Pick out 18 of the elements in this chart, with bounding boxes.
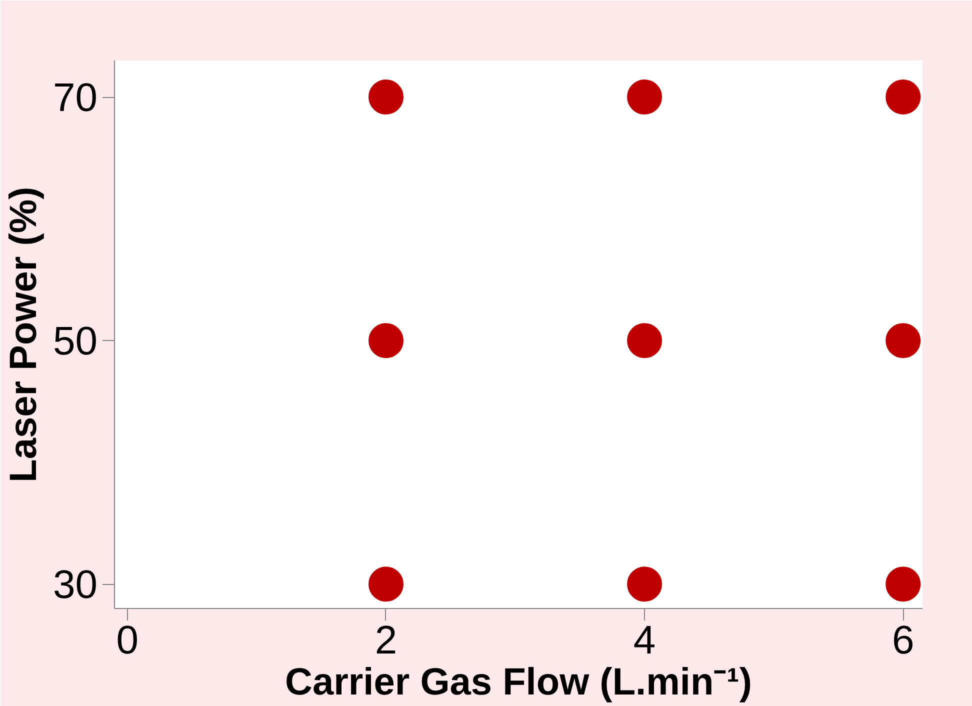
point [627,323,662,358]
point [886,566,921,602]
point [627,80,662,114]
y-tick-label: 70 [53,76,98,120]
x-tick-label: 0 [116,618,139,662]
x-tick-label: 2 [374,618,398,662]
y-tick-label: 30 [53,563,98,608]
point [886,80,921,114]
x-axis-title: Carrier Gas Flow (L.min⁻¹) [285,662,752,704]
point [368,323,404,358]
point [368,80,404,114]
point [886,323,921,358]
y-axis-title: Laser Power (%) [3,186,46,482]
point [627,566,662,602]
x-tick-label: 6 [892,618,914,662]
point [368,566,404,602]
x-tick-label: 4 [633,618,656,662]
y-tick-label: 50 [53,320,98,364]
